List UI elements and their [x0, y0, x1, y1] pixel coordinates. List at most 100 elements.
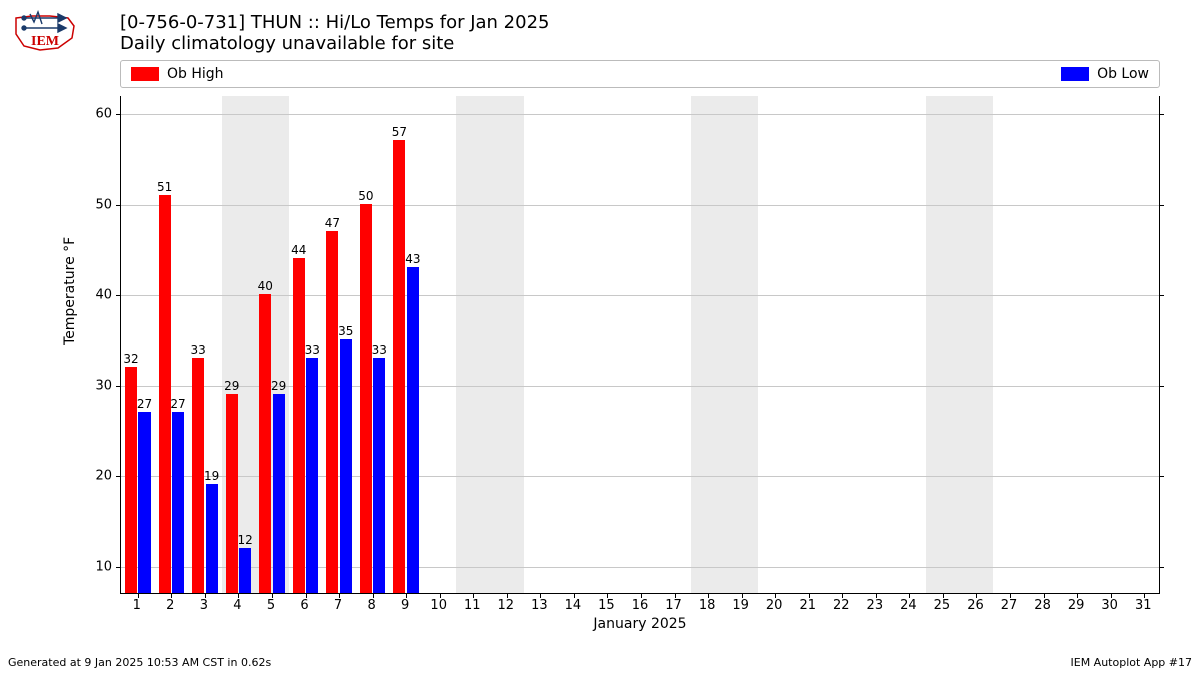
ytick-label: 40 [82, 288, 112, 303]
xtick-label: 11 [464, 598, 481, 613]
ytick-mark [116, 386, 121, 387]
bar-high [393, 140, 405, 593]
ytick-label: 50 [82, 197, 112, 212]
bar-high [226, 394, 238, 593]
x-axis-label: January 2025 [0, 616, 1160, 632]
xtick-label: 6 [300, 598, 308, 613]
xtick-label: 19 [732, 598, 749, 613]
xtick-label: 20 [766, 598, 783, 613]
chart-plot-area: 322751273319291240294433473550335743 [120, 96, 1160, 594]
xtick-mark [406, 593, 407, 598]
xtick-label: 3 [200, 598, 208, 613]
xtick-mark [675, 593, 676, 598]
xtick-label: 31 [1135, 598, 1152, 613]
ytick-mark [1159, 567, 1164, 568]
xtick-mark [742, 593, 743, 598]
xtick-label: 16 [632, 598, 649, 613]
xtick-mark [1111, 593, 1112, 598]
xtick-label: 26 [967, 598, 984, 613]
title-line-1: [0-756-0-731] THUN :: Hi/Lo Temps for Ja… [120, 12, 549, 33]
ytick-mark [116, 295, 121, 296]
xtick-label: 1 [133, 598, 141, 613]
bar-high-label: 57 [392, 125, 407, 139]
weekend-band [691, 96, 758, 593]
ytick-label: 60 [82, 107, 112, 122]
xtick-mark [909, 593, 910, 598]
bar-high [360, 204, 372, 593]
xtick-mark [1044, 593, 1045, 598]
bar-low [407, 267, 419, 593]
ytick-mark [1159, 205, 1164, 206]
xtick-label: 30 [1101, 598, 1118, 613]
bar-low-label: 27 [137, 397, 152, 411]
xtick-mark [876, 593, 877, 598]
bar-low-label: 43 [405, 252, 420, 266]
legend-swatch-low [1061, 67, 1089, 81]
xtick-mark [775, 593, 776, 598]
ytick-mark [1159, 295, 1164, 296]
xtick-label: 17 [665, 598, 682, 613]
xtick-label: 23 [867, 598, 884, 613]
bar-low-label: 33 [372, 343, 387, 357]
ytick-mark [116, 567, 121, 568]
bar-low-label: 35 [338, 324, 353, 338]
bar-low [340, 339, 352, 593]
xtick-mark [1077, 593, 1078, 598]
xtick-mark [842, 593, 843, 598]
bar-low [206, 484, 218, 593]
bar-low [138, 412, 150, 593]
bar-high-label: 40 [258, 279, 273, 293]
title-line-2: Daily climatology unavailable for site [120, 33, 549, 54]
bar-low-label: 27 [170, 397, 185, 411]
xtick-label: 13 [531, 598, 548, 613]
logo-text: IEM [31, 34, 59, 49]
bar-low-label: 12 [237, 533, 252, 547]
iem-logo: IEM [10, 10, 80, 59]
weekend-band [456, 96, 523, 593]
xtick-mark [138, 593, 139, 598]
gridline [121, 205, 1159, 206]
ytick-mark [1159, 476, 1164, 477]
xtick-mark [574, 593, 575, 598]
xtick-label: 8 [367, 598, 375, 613]
xtick-label: 18 [699, 598, 716, 613]
xtick-label: 4 [233, 598, 241, 613]
bar-high-label: 32 [123, 352, 138, 366]
bar-high [293, 258, 305, 593]
bar-high [192, 358, 204, 593]
xtick-mark [238, 593, 239, 598]
bar-low [172, 412, 184, 593]
bar-low [373, 358, 385, 593]
ytick-label: 20 [82, 469, 112, 484]
bar-high-label: 47 [325, 216, 340, 230]
gridline [121, 114, 1159, 115]
bar-high [259, 294, 271, 593]
xtick-label: 9 [401, 598, 409, 613]
ytick-mark [1159, 386, 1164, 387]
legend-label-high: Ob High [167, 66, 224, 82]
xtick-label: 28 [1034, 598, 1051, 613]
xtick-mark [171, 593, 172, 598]
bar-high-label: 33 [191, 343, 206, 357]
bar-low-label: 19 [204, 469, 219, 483]
xtick-mark [373, 593, 374, 598]
gridline [121, 295, 1159, 296]
xtick-mark [607, 593, 608, 598]
xtick-mark [339, 593, 340, 598]
ytick-label: 10 [82, 559, 112, 574]
bar-high [125, 367, 137, 593]
xtick-mark [943, 593, 944, 598]
bar-low-label: 29 [271, 379, 286, 393]
xtick-mark [205, 593, 206, 598]
xtick-label: 5 [267, 598, 275, 613]
xtick-mark [540, 593, 541, 598]
xtick-mark [507, 593, 508, 598]
bar-low [306, 358, 318, 593]
chart-title: [0-756-0-731] THUN :: Hi/Lo Temps for Ja… [120, 12, 549, 54]
xtick-mark [1144, 593, 1145, 598]
xtick-label: 29 [1068, 598, 1085, 613]
bar-high-label: 44 [291, 243, 306, 257]
bar-high-label: 51 [157, 180, 172, 194]
xtick-mark [306, 593, 307, 598]
xtick-mark [440, 593, 441, 598]
